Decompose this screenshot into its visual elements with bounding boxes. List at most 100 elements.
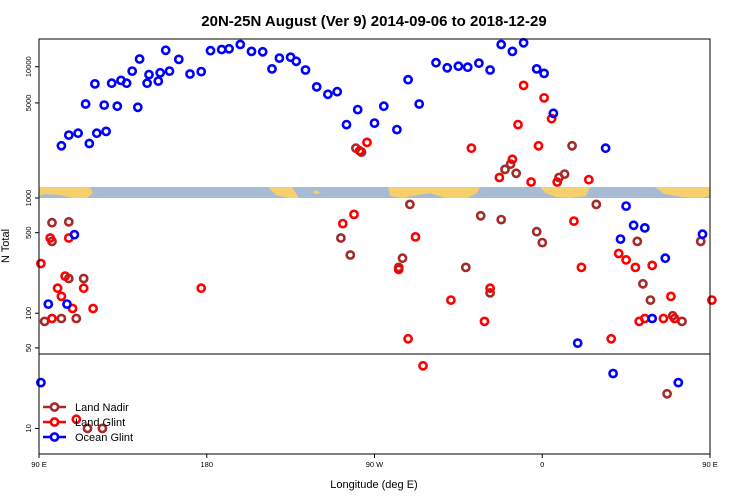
ocean-glint-point	[257, 46, 268, 57]
land-nadir-point	[531, 226, 542, 237]
land-nadir-point	[460, 262, 471, 273]
land-glint-point	[666, 291, 676, 302]
land-glint-point	[45, 233, 56, 243]
land-glint-point	[507, 154, 518, 165]
ocean-glint-point	[621, 201, 631, 211]
data-points	[36, 37, 717, 434]
land-nadir-point	[662, 388, 672, 399]
ocean-glint-point	[160, 45, 171, 56]
land-nadir-point	[591, 199, 602, 210]
ocean-glint-point	[142, 78, 152, 89]
land-glint-point	[569, 216, 579, 226]
ocean-mask-band	[39, 187, 710, 198]
land-mask-strip	[39, 187, 710, 198]
legend-marker	[49, 417, 60, 427]
ocean-glint-point	[531, 64, 542, 74]
ocean-glint-point	[673, 377, 684, 388]
ocean-glint-point	[518, 37, 529, 48]
x-tick-label: 90 E	[31, 460, 46, 469]
ocean-glint-point	[378, 101, 389, 112]
land-nadir-point	[632, 236, 643, 247]
legend: Land Nadir Land Glint Ocean Glint	[43, 402, 133, 444]
legend-marker	[49, 432, 60, 442]
land-glint-point	[88, 303, 98, 314]
ocean-glint-point	[112, 101, 123, 112]
ocean-glint-point	[164, 66, 175, 76]
ocean-glint-point	[73, 128, 83, 139]
land-glint-point	[479, 316, 490, 327]
land-glint-point	[658, 313, 669, 324]
ocean-glint-point	[246, 46, 257, 57]
ocean-glint-point	[116, 75, 126, 86]
land-nadir-point	[500, 164, 510, 175]
land-glint-point	[362, 137, 372, 148]
y-tick-label: 50	[24, 344, 33, 352]
land-nadir-point	[638, 278, 648, 289]
legend-label: Land Nadir	[75, 402, 129, 414]
land-nadir-point	[505, 159, 516, 169]
x-axis-label: Longitude (deg E)	[330, 479, 417, 491]
land-mask-india	[540, 187, 590, 198]
land-nadir-point	[97, 423, 108, 434]
land-glint-point	[669, 313, 680, 324]
y-tick-label: 10	[24, 424, 33, 432]
land-glint-point	[36, 258, 46, 269]
plot-frame	[38, 38, 711, 455]
ocean-glint-point	[473, 58, 484, 69]
land-glint-point	[52, 283, 63, 294]
land-glint-point	[518, 80, 529, 91]
ocean-glint-point	[291, 56, 302, 67]
land-nadir-point	[645, 295, 656, 305]
land-glint-point	[613, 248, 624, 259]
land-mask-mexico	[268, 187, 299, 198]
land-glint-point	[630, 262, 641, 273]
land-glint-point	[418, 360, 428, 371]
legend-entry: Land Glint	[43, 417, 125, 429]
land-glint-point	[539, 93, 549, 103]
land-glint-point	[78, 283, 89, 294]
land-glint-point	[71, 414, 82, 425]
land-glint-point	[552, 177, 563, 187]
land-glint-point	[485, 283, 495, 294]
ocean-glint-point	[106, 78, 117, 89]
ocean-glint-point	[62, 299, 72, 309]
land-glint-point	[583, 174, 594, 185]
land-nadir-point	[47, 217, 57, 228]
x-tick-label: 90 W	[366, 460, 384, 469]
ocean-glint-point	[91, 128, 102, 139]
land-mask-cuba	[313, 190, 320, 194]
ocean-glint-point	[403, 74, 413, 85]
y-axis: 10 50 100 500 1000 5000 10000	[24, 56, 39, 433]
land-nadir-point	[511, 168, 522, 179]
ocean-glint-point	[155, 67, 166, 78]
ocean-glint-point	[173, 54, 184, 65]
land-glint-point	[60, 271, 70, 281]
x-tick-label: 180	[200, 460, 213, 469]
ocean-glint-point	[414, 99, 425, 109]
land-nadir-point	[537, 237, 548, 248]
ocean-glint-point	[56, 140, 67, 151]
ocean-glint-point	[352, 104, 363, 115]
ocean-glint-point	[600, 143, 611, 154]
ocean-glint-point	[300, 65, 311, 75]
land-glint-point	[403, 333, 413, 344]
y-tick-label: 1000	[24, 190, 33, 207]
land-nadir-point	[559, 169, 570, 179]
land-glint-point	[349, 209, 359, 220]
ocean-glint-point	[43, 299, 54, 309]
land-glint-point	[196, 283, 207, 294]
ocean-glint-point	[311, 82, 322, 92]
ocean-glint-point	[205, 45, 216, 56]
ocean-glint-point	[267, 64, 277, 74]
land-nadir-point	[63, 216, 74, 227]
ocean-glint-point	[36, 377, 46, 388]
y-axis-label: N Total	[0, 229, 12, 263]
y-tick-label: 500	[24, 226, 33, 239]
land-glint-point	[621, 254, 631, 265]
ocean-glint-point	[132, 102, 143, 113]
ocean-glint-point	[539, 68, 549, 79]
y-tick-label: 5000	[24, 95, 33, 112]
ocean-glint-point	[90, 79, 100, 89]
land-glint-point	[47, 313, 57, 324]
